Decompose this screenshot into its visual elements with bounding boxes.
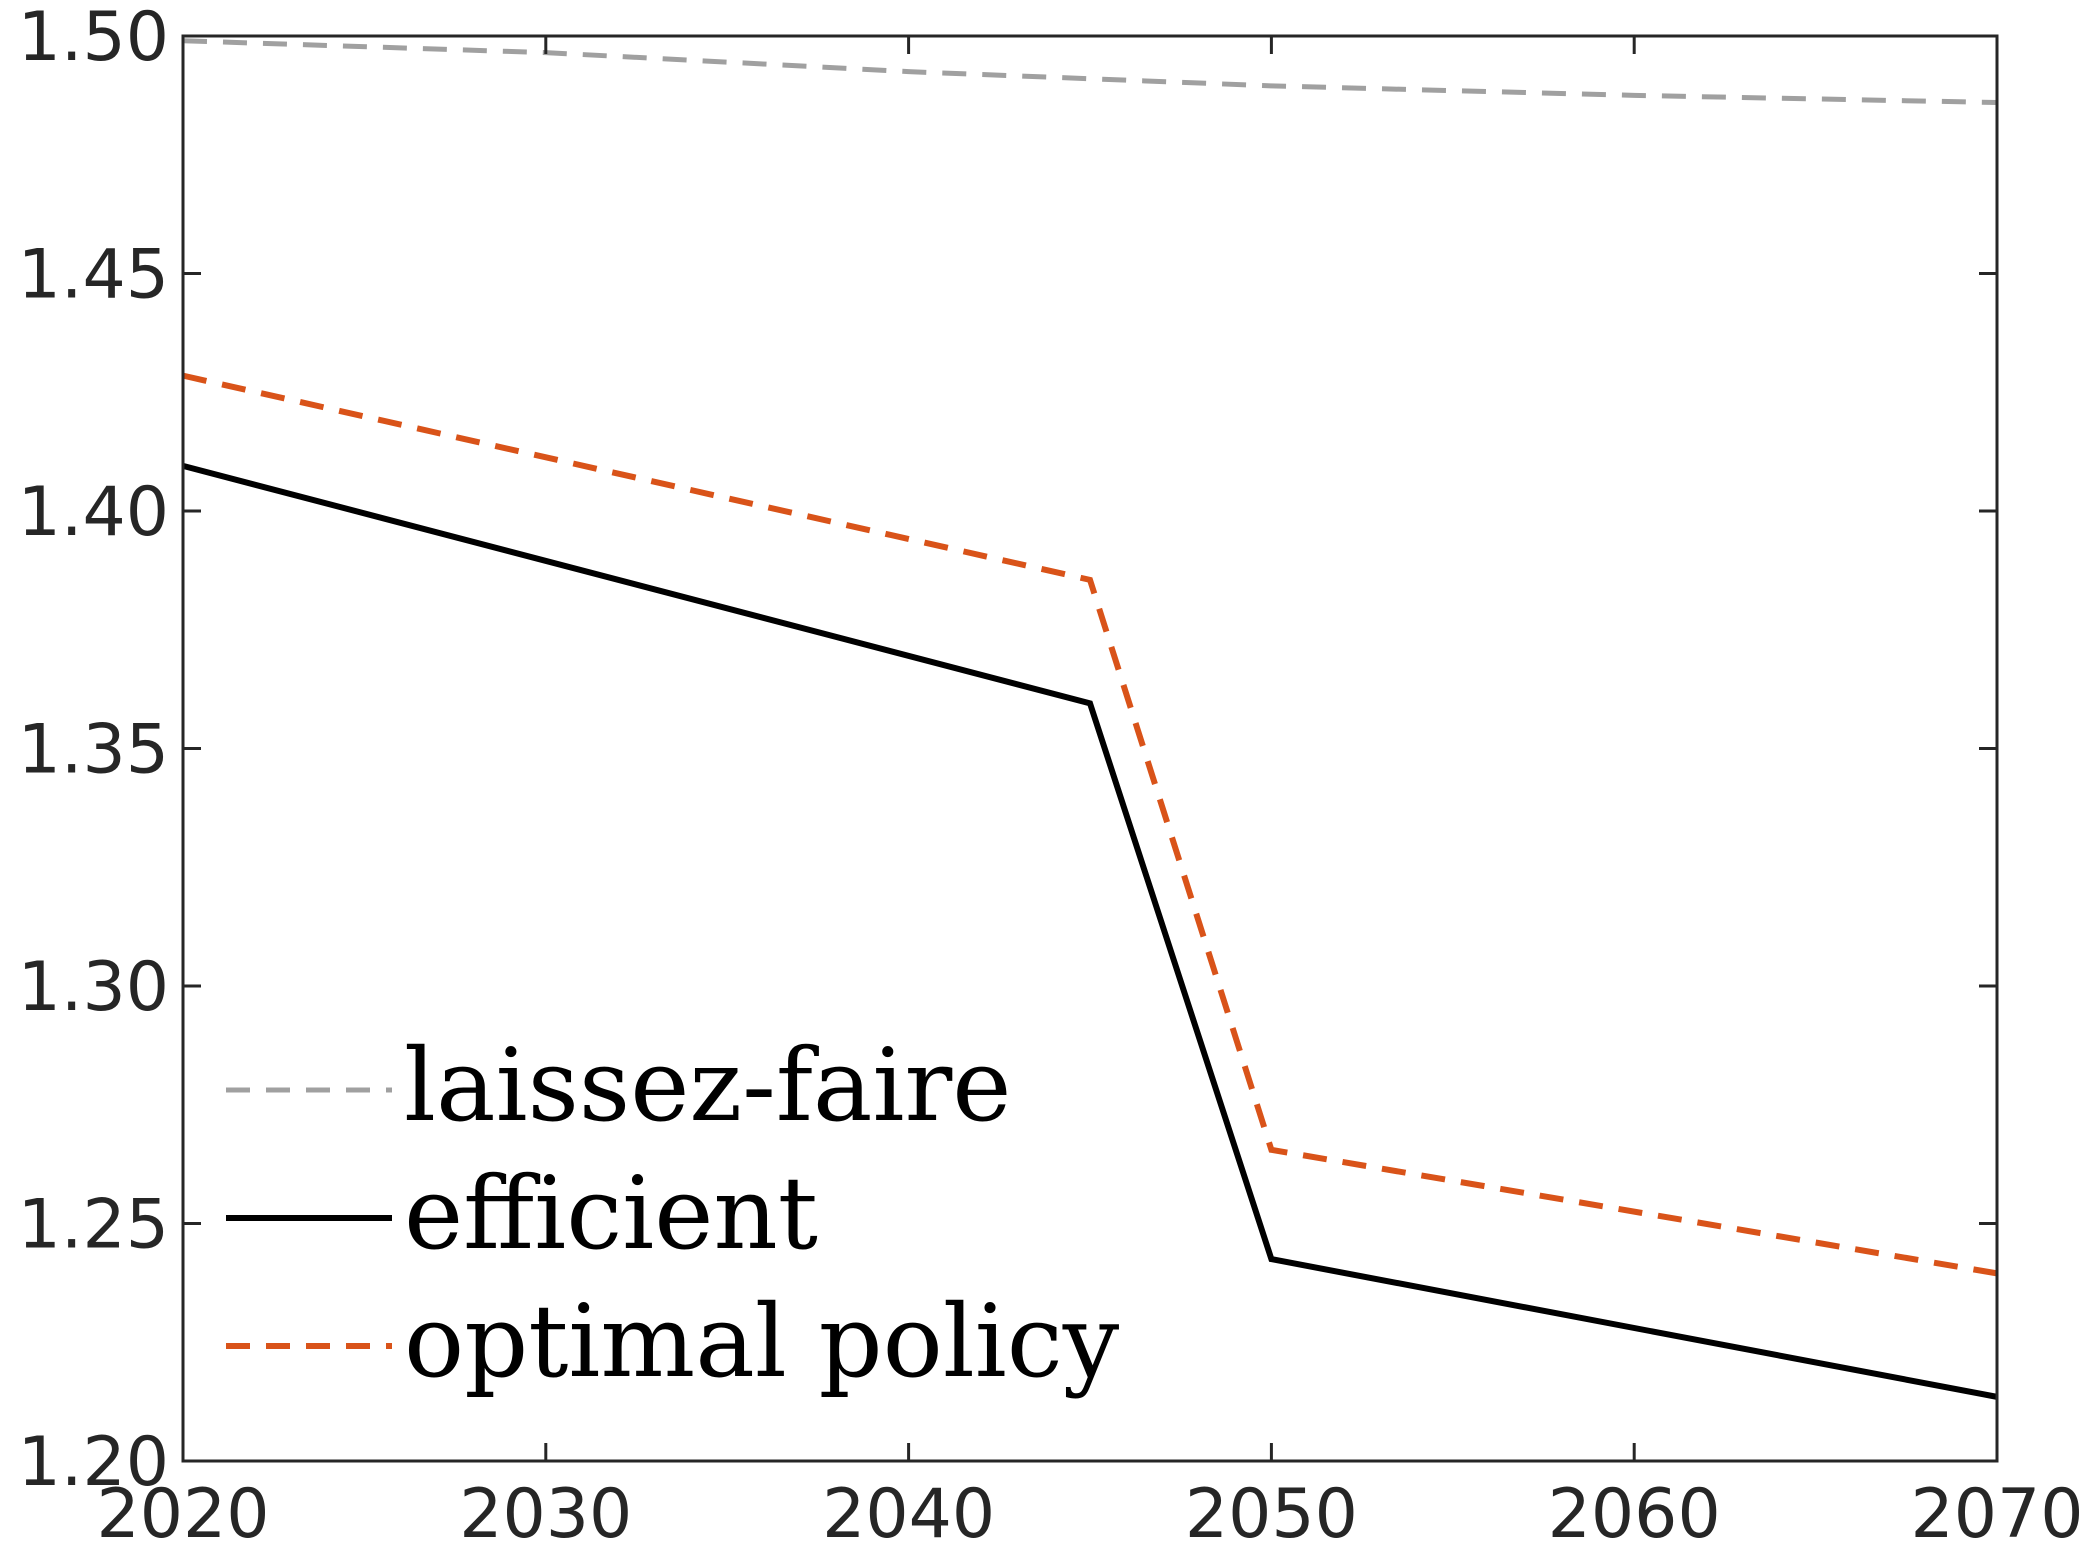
series-layer (182, 38, 1998, 1400)
y-tick-label: 1.30 (18, 948, 169, 1027)
legend-label-efficient: efficient (404, 1155, 818, 1272)
y-tick-label: 1.45 (18, 236, 169, 315)
y-tick-label: 1.20 (18, 1423, 169, 1502)
x-tick-label: 2030 (459, 1475, 632, 1554)
legend-label-optimal-policy: optimal policy (404, 1283, 1120, 1400)
y-tick-label: 1.25 (18, 1186, 169, 1265)
series-line-optimal-policy (182, 372, 1998, 1277)
series-line-efficient (182, 462, 1998, 1400)
series-line-laissez-faire (182, 38, 1998, 105)
axis-ticks: 2020 2030 2040 2050 2060 2070 1.20 1.25 1.30 1.35… (18, 0, 2079, 1554)
y-tick-label: 1.35 (18, 711, 169, 790)
x-tick-label: 2020 (96, 1475, 269, 1554)
x-tick-label: 2040 (822, 1475, 995, 1554)
x-tick-label: 2060 (1548, 1475, 1721, 1554)
x-tick-label: 2070 (1910, 1475, 2079, 1554)
y-tick-label: 1.50 (18, 0, 169, 77)
legend-label-laissez-faire: laissez-faire (404, 1027, 1011, 1144)
x-tick-label: 2050 (1185, 1475, 1358, 1554)
y-tick-label: 1.40 (18, 473, 169, 552)
